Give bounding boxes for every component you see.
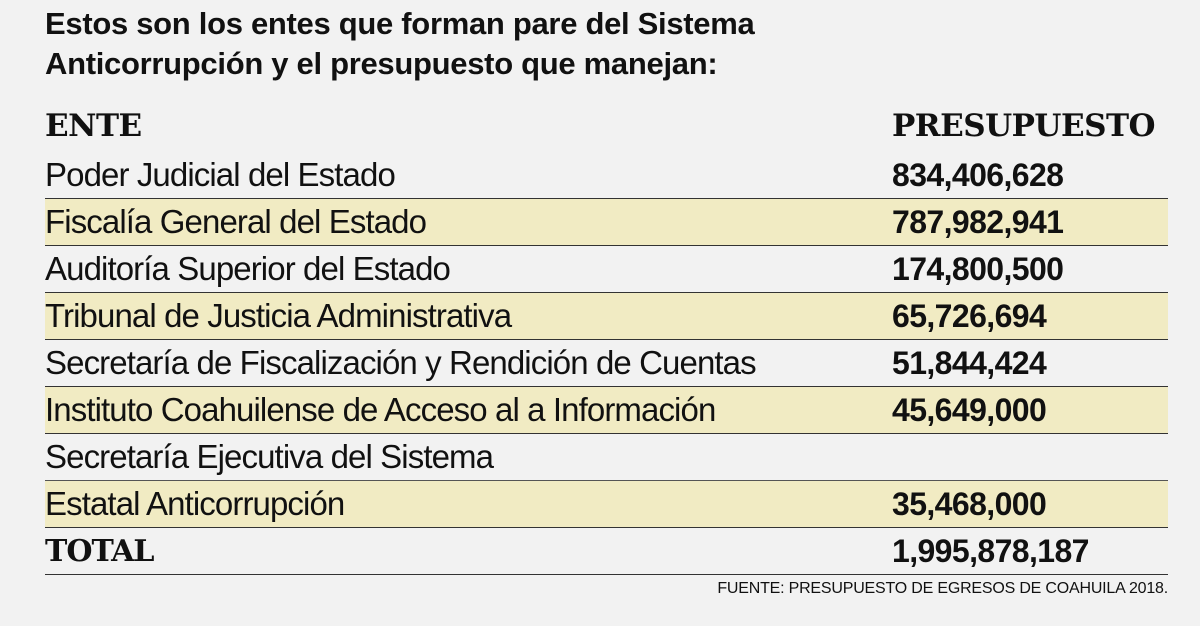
row-ente: Secretaría de Fiscalización y Rendición … [45, 344, 757, 381]
table-row: Auditoría Superior del Estado 174,800,500 [45, 246, 1168, 293]
row-ente: Fiscalía General del Estado [45, 203, 427, 240]
table-row: Fiscalía General del Estado 787,982,941 [45, 199, 1168, 246]
row-ente: Tribunal de Justicia Administrativa [45, 297, 512, 334]
table-row: Secretaría de Fiscalización y Rendición … [45, 340, 1168, 387]
row-presupuesto: 51,844,424 [892, 345, 1047, 381]
row-presupuesto: 787,982,941 [892, 204, 1064, 240]
total-row: TOTAL 1,995,878,187 [45, 528, 1168, 575]
total-value: 1,995,878,187 [892, 533, 1089, 569]
row-ente: Estatal Anticorrupción [45, 485, 345, 522]
title-line-2: Anticorrupción y el presupuesto que mane… [45, 46, 718, 81]
title-line-1: Estos son los entes que forman pare del … [45, 6, 755, 41]
row-presupuesto: 45,649,000 [892, 392, 1047, 428]
header-ente: ENTE [45, 108, 142, 144]
row-presupuesto: 834,406,628 [892, 157, 1064, 193]
row-presupuesto: 174,800,500 [892, 251, 1064, 287]
table-row: Tribunal de Justicia Administrativa 65,72… [45, 293, 1168, 340]
table-row: Instituto Coahuilense de Acceso al a Inf… [45, 387, 1168, 434]
source-note: FUENTE: PRESUPUESTO DE EGRESOS DE COAHUI… [717, 580, 1168, 597]
row-presupuesto: 65,726,694 [892, 298, 1047, 334]
page-title: Estos son los entes que forman pare del … [45, 4, 755, 84]
total-label: TOTAL [45, 534, 155, 569]
row-ente: Instituto Coahuilense de Acceso al a Inf… [45, 391, 716, 428]
row-ente: Poder Judicial del Estado [45, 156, 396, 193]
row-ente: Auditoría Superior del Estado [45, 250, 451, 287]
table-header: ENTE PRESUPUESTO [45, 108, 1168, 152]
row-ente: Secretaría Ejecutiva del Sistema [45, 438, 494, 475]
table-row: Poder Judicial del Estado 834,406,628 [45, 152, 1168, 199]
header-presupuesto: PRESUPUESTO [892, 108, 1156, 144]
table-row: Estatal Anticorrupción 35,468,000 [45, 481, 1168, 528]
table-row: Secretaría Ejecutiva del Sistema [45, 434, 1168, 481]
row-presupuesto: 35,468,000 [892, 486, 1047, 522]
budget-table: ENTE PRESUPUESTO Poder Judicial del Esta… [45, 108, 1168, 575]
